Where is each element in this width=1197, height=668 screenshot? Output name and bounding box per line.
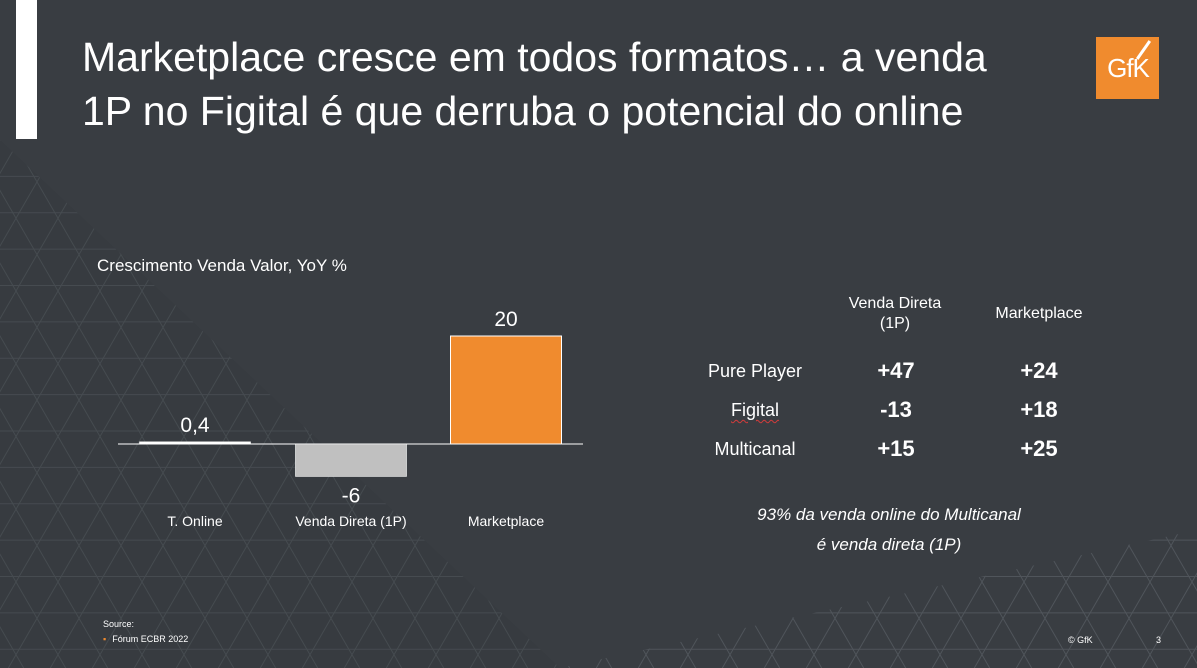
table-header-venda-direta: Venda Direta (1P) — [830, 294, 960, 334]
note-line-1: 93% da venda online do Multicanal — [757, 505, 1021, 524]
table-header-venda-direta-line-1: Venda Direta — [848, 295, 942, 312]
source-label: Source: — [103, 619, 135, 629]
category-label-3: Marketplace — [468, 513, 544, 529]
table-cell-pure-player-marketplace: +24 — [1020, 358, 1058, 383]
table-cell-pure-player-1p: +47 — [877, 358, 915, 383]
copyright: © GfK — [1068, 635, 1093, 645]
slide-title-line-1: Marketplace cresce em todos formatos… a … — [82, 34, 987, 80]
category-label-2: Venda Direta (1P) — [295, 513, 406, 529]
accent-bar — [16, 0, 37, 139]
bar-marketplace — [450, 335, 562, 445]
gfk-logo: GfK — [1096, 37, 1159, 99]
multicanal-note: 93% da venda online do Multicanal é vend… — [700, 500, 1078, 560]
table-row-label-figital: Figital — [690, 400, 820, 421]
growth-table: Venda Direta (1P) Marketplace Pure Playe… — [690, 290, 1110, 470]
data-label-1: 0,4 — [180, 414, 210, 437]
table-row-label-pure-player: Pure Player — [707, 361, 803, 381]
bar-t-online — [139, 441, 251, 445]
table-cell-multicanal-marketplace: +25 — [1020, 436, 1058, 461]
slide-title-line-2: 1P no Figital é que derruba o potencial … — [82, 88, 964, 134]
table-cell-multicanal-1p: +15 — [877, 436, 915, 461]
source-item: ▪ Fórum ECBR 2022 — [103, 634, 188, 644]
table-cell-figital-marketplace: +18 — [1020, 397, 1058, 422]
table-cell-figital-1p: -13 — [880, 397, 912, 422]
table-header-venda-direta-line-2: (1P) — [879, 315, 911, 332]
table-row-label-figital-text: Figital — [730, 400, 779, 420]
data-label-3: 20 — [494, 308, 517, 331]
logo-text: GfK — [1107, 53, 1150, 83]
note-line-2: é venda direta (1P) — [816, 535, 962, 554]
source-item-text: Fórum ECBR 2022 — [112, 634, 189, 644]
source-bullet-icon: ▪ — [103, 634, 107, 644]
category-label-1: T. Online — [167, 513, 222, 529]
table-row-label-multicanal: Multicanal — [714, 439, 796, 459]
chart-title: Crescimento Venda Valor, YoY % — [97, 256, 347, 275]
table-header-marketplace: Marketplace — [995, 305, 1083, 322]
bar-venda-direta-1p — [295, 443, 407, 477]
data-label-2: -6 — [342, 484, 361, 507]
pattern-shade — [0, 140, 560, 668]
page-number: 3 — [1156, 635, 1162, 645]
slide-title: Marketplace cresce em todos formatos… a … — [82, 30, 1062, 138]
